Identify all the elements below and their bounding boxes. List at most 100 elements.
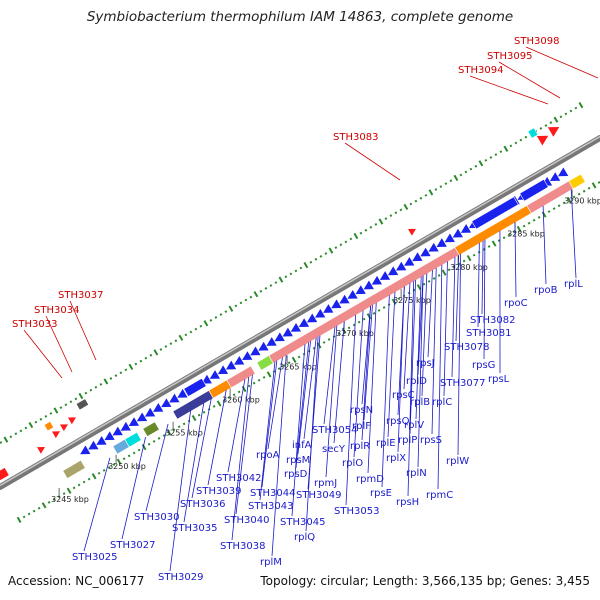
gene-label: STH3094 (458, 65, 503, 76)
lower-tick (362, 317, 366, 321)
leader-line (121, 436, 146, 540)
reverse-gene-arrow (420, 247, 431, 257)
ribosomal-block (226, 365, 256, 389)
gene-label: STH3039 (196, 486, 241, 497)
upper-tick (103, 378, 109, 385)
gene-features (0, 127, 586, 483)
upper-tick (28, 421, 34, 429)
gene-label: rpoB (534, 285, 558, 296)
gene-label: rplC (432, 397, 452, 408)
upper-tick (224, 310, 228, 314)
gene-label: STH3082 (470, 315, 515, 326)
leader-line (407, 281, 415, 497)
leader-line (361, 306, 371, 441)
upper-tick (174, 339, 178, 343)
upper-tick (378, 218, 384, 225)
upper-tick (569, 109, 573, 113)
leader-line (183, 403, 205, 523)
leader-line (261, 360, 278, 488)
gene-label: STH3033 (12, 319, 57, 330)
leader-line (191, 398, 212, 499)
upper-tick (89, 388, 93, 392)
upper-tick (419, 196, 423, 200)
upper-tick (299, 266, 303, 270)
upper-tick (344, 240, 348, 244)
lower-tick (227, 396, 231, 400)
lower-tick (82, 480, 86, 484)
reverse-gene-arrow (169, 393, 180, 403)
gene-label: rpmJ (314, 478, 337, 489)
gene-label: rpmC (426, 490, 453, 501)
leader-line (427, 270, 433, 358)
gene-label: rpsL (488, 374, 510, 385)
lower-tick (422, 282, 426, 286)
lower-tick (591, 182, 597, 189)
lower-tick (577, 192, 581, 196)
operon-block (568, 173, 586, 190)
lower-tick (97, 471, 101, 475)
gene-label: STH3054 (312, 425, 357, 436)
upper-tick (3, 436, 9, 443)
upper-tick (124, 368, 128, 372)
leader-line (227, 379, 246, 473)
lower-tick (582, 189, 586, 193)
upper-tick (478, 160, 484, 167)
lower-tick (177, 425, 181, 429)
leader-line (514, 222, 517, 298)
reverse-gene-arrow (339, 294, 350, 304)
reverse-gene-arrow (88, 440, 99, 450)
lower-tick (87, 477, 91, 481)
reverse-gene-arrow (355, 285, 366, 295)
gene-label: STH3025 (72, 552, 117, 563)
upper-tick (269, 284, 273, 287)
gene-label: STH3053 (334, 506, 379, 517)
leader-line (483, 239, 486, 360)
lower-tick (491, 240, 497, 247)
leader-line (397, 286, 405, 416)
lower-tick (432, 277, 436, 280)
upper-tick (264, 287, 268, 290)
gene-label: STH3045 (280, 517, 325, 528)
upper-tick (194, 327, 198, 331)
gene-label: STH3038 (220, 541, 265, 552)
upper-tick (384, 217, 388, 220)
reverse-gene-arrow (258, 341, 269, 351)
forward-gene-arrow (407, 228, 416, 236)
leader-line (291, 344, 306, 517)
gene-label: STH3035 (172, 523, 217, 534)
upper-tick (314, 257, 318, 261)
reverse-gene-arrow (347, 289, 358, 299)
lower-tick (47, 501, 51, 504)
gene-label: STH3040 (224, 515, 269, 526)
leader-line (23, 329, 63, 379)
leader-line (481, 240, 484, 315)
leader-line (45, 315, 73, 373)
upper-tick (374, 223, 378, 226)
lower-tick (397, 297, 401, 301)
lower-tick (197, 413, 201, 417)
upper-tick (499, 150, 503, 154)
backbone-highlight (0, 135, 600, 487)
upper-tick (49, 412, 53, 415)
upper-tick (469, 167, 473, 171)
lower-tick (487, 245, 491, 248)
forward-gene-arrow (547, 127, 560, 137)
reverse-gene-arrow (234, 355, 245, 365)
reverse-gene-arrow (444, 233, 455, 243)
leader-line (455, 254, 460, 342)
upper-tick (434, 188, 438, 191)
gene-label: STH3077 (440, 378, 485, 389)
gene-label: rplR (350, 441, 370, 452)
lower-tick (157, 437, 161, 440)
upper-tick (203, 320, 209, 327)
leader-line (325, 325, 338, 478)
gene-label: rplB (410, 397, 430, 408)
upper-tick (9, 435, 13, 439)
backbone-line (0, 135, 600, 490)
reverse-gene-arrow (177, 388, 188, 398)
upper-tick (334, 246, 338, 250)
upper-tick (178, 334, 184, 341)
lower-tick (91, 473, 97, 480)
forward-gene-arrow (67, 417, 76, 425)
lower-tick (266, 371, 272, 378)
